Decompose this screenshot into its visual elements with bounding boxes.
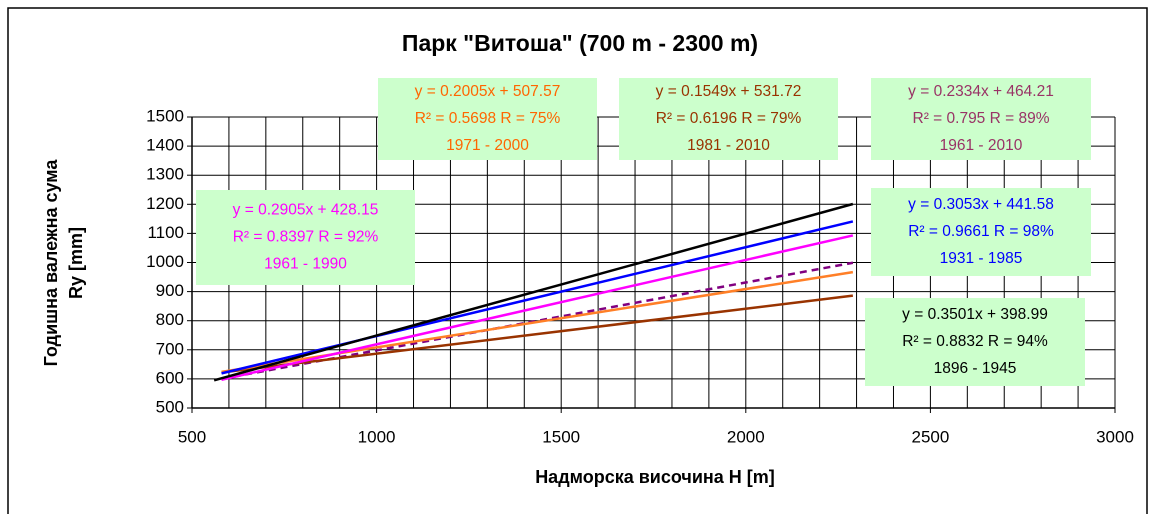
chart-title: Парк "Витоша" (700 m - 2300 m) xyxy=(402,30,758,56)
y-axis-label: Ry [mm] xyxy=(66,227,86,299)
annotation-text: 1931 - 1985 xyxy=(940,250,1023,267)
x-tick-label: 2000 xyxy=(727,427,765,446)
annotation-box xyxy=(865,298,1085,386)
annotation-text: R² = 0.9661 R = 98% xyxy=(908,223,1054,240)
annotation-text: R² = 0.795 R = 89% xyxy=(913,110,1050,127)
y-tick-label: 1200 xyxy=(146,194,184,213)
annotation-text: R² = 0.6196 R = 79% xyxy=(656,110,802,127)
trend-line xyxy=(221,261,854,381)
y-tick-label: 900 xyxy=(156,281,184,300)
annotation-text: 1961 - 2010 xyxy=(940,137,1023,154)
annotation-text: R² = 0.5698 R = 75% xyxy=(415,110,561,127)
x-tick-label: 2500 xyxy=(911,427,949,446)
y-tick-label: 1000 xyxy=(146,252,184,271)
trend-line xyxy=(221,294,854,374)
annotation-text: y = 0.2334x + 464.21 xyxy=(908,83,1054,100)
annotation-text: y = 0.3501x + 398.99 xyxy=(902,306,1048,323)
annotation-text: 1981 - 2010 xyxy=(687,137,770,154)
y-tick-label: 800 xyxy=(156,310,184,329)
annotation-text: y = 0.2005x + 507.57 xyxy=(415,83,561,100)
y-tick-label: 1100 xyxy=(147,223,184,242)
x-tick-label: 3000 xyxy=(1096,427,1134,446)
annotation-text: y = 0.3053x + 441.58 xyxy=(908,196,1054,213)
x-axis-label: Надморска височина H [m] xyxy=(535,467,775,487)
y-tick-label: 1400 xyxy=(146,136,184,155)
x-tick-label: 1500 xyxy=(542,427,580,446)
y-tick-label: 1500 xyxy=(146,106,184,125)
y-tick-label: 600 xyxy=(156,368,184,387)
annotation-text: 1961 - 1990 xyxy=(264,256,347,273)
annotation-text: 1971 - 2000 xyxy=(446,137,529,154)
annotation-box xyxy=(196,190,415,285)
annotation-text: 1896 - 1945 xyxy=(934,360,1017,377)
annotation-text: y = 0.2905x + 428.15 xyxy=(233,202,379,219)
annotation-box xyxy=(871,188,1091,276)
annotation-text: R² = 0.8832 R = 94% xyxy=(902,333,1048,350)
x-tick-label: 1000 xyxy=(358,427,396,446)
y-tick-label: 700 xyxy=(156,339,184,358)
annotation-box xyxy=(619,78,838,160)
annotation-box xyxy=(871,78,1091,160)
annotation-text: y = 0.1549x + 531.72 xyxy=(656,83,802,100)
y-axis-label: Годишна валежна сума xyxy=(41,159,61,367)
annotation-text: R² = 0.8397 R = 92% xyxy=(233,229,379,246)
annotation-box xyxy=(378,78,597,160)
x-tick-label: 500 xyxy=(178,427,206,446)
trend-line xyxy=(213,202,854,382)
y-tick-label: 500 xyxy=(156,397,184,416)
trend-line xyxy=(221,234,854,381)
y-tick-label: 1300 xyxy=(146,165,184,184)
